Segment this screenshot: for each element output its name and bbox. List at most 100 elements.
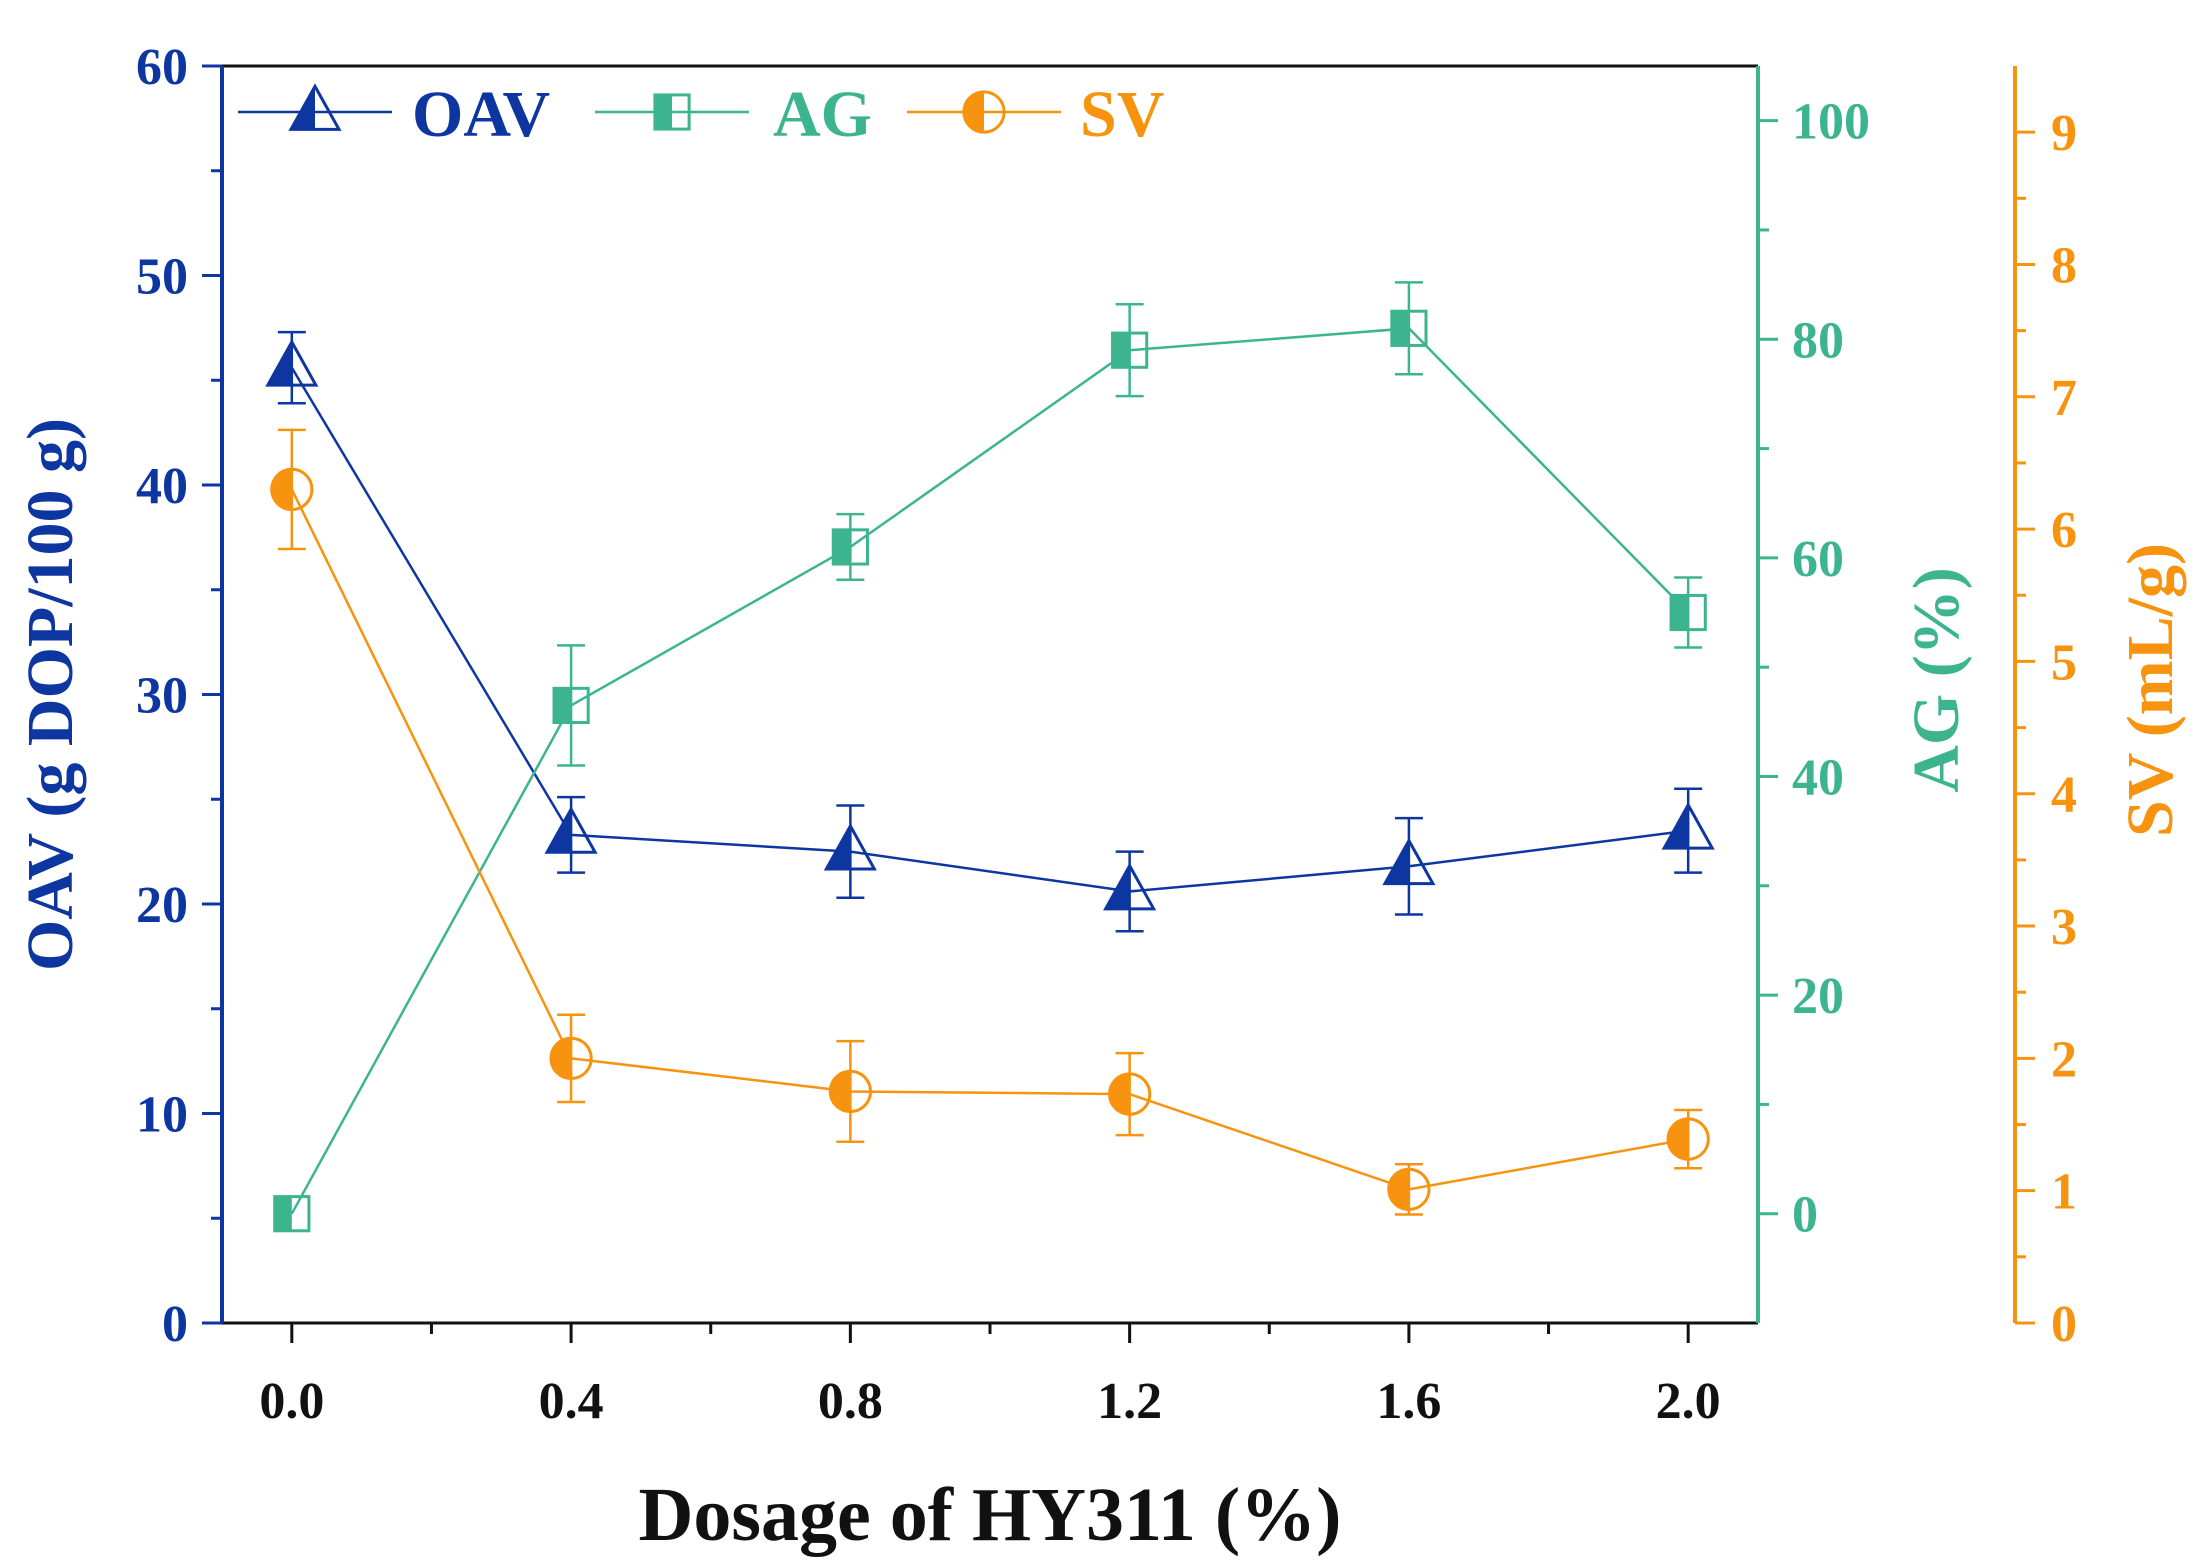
x-axis-title: Dosage of HY311 (%) bbox=[639, 1473, 1342, 1557]
marker-fill bbox=[271, 469, 292, 510]
marker-fill bbox=[1671, 595, 1689, 630]
marker-outline bbox=[823, 822, 877, 871]
legend-label: AG bbox=[773, 78, 872, 151]
oav-data-point bbox=[1103, 862, 1157, 911]
left-tick-label: 50 bbox=[136, 249, 188, 306]
marker-fill bbox=[1388, 1169, 1409, 1210]
ag-data-point bbox=[1390, 309, 1428, 347]
marker-outline bbox=[288, 83, 342, 131]
x-tick-label: 0.0 bbox=[259, 1373, 324, 1430]
sv-tick-label: 0 bbox=[2051, 1296, 2077, 1353]
ag-tick-label: 0 bbox=[1792, 1187, 1818, 1244]
ag-data-point bbox=[552, 686, 590, 725]
marker-fill bbox=[1112, 333, 1130, 368]
x-tick-label: 2.0 bbox=[1656, 1373, 1721, 1430]
legend-label: SV bbox=[1080, 78, 1164, 151]
marker-outline bbox=[962, 90, 1006, 134]
ag-data-point bbox=[273, 1195, 311, 1233]
marker-fill bbox=[963, 91, 984, 133]
sv-data-point bbox=[270, 467, 314, 512]
sv-series-line bbox=[290, 488, 1689, 1191]
x-tick-label: 1.2 bbox=[1097, 1373, 1162, 1430]
ag-data-point bbox=[1111, 331, 1149, 369]
marker-fill bbox=[553, 688, 572, 723]
sv-axis-title: SV (mL/g) bbox=[2114, 543, 2187, 837]
ag-axis-title: AG (%) bbox=[1900, 567, 1973, 792]
legend: OAV AG SV bbox=[238, 78, 1164, 151]
marker-fill bbox=[833, 529, 851, 565]
marker-outline bbox=[1669, 593, 1707, 632]
legend-marker-oav bbox=[288, 83, 342, 131]
oav-data-point bbox=[544, 806, 598, 854]
oav-data-point bbox=[1661, 801, 1715, 850]
marker-fill bbox=[1109, 1073, 1130, 1115]
marker-fill bbox=[274, 1196, 292, 1231]
marker-fill bbox=[1391, 311, 1409, 346]
ag-series-line bbox=[290, 327, 1690, 1215]
marker-outline bbox=[265, 338, 319, 387]
left-tick-label: 30 bbox=[136, 668, 188, 725]
x-tick-label: 0.4 bbox=[539, 1373, 604, 1430]
legend-entry-ag: AG bbox=[595, 78, 872, 151]
legend-entry-sv: SV bbox=[907, 78, 1164, 151]
marker-outline bbox=[1382, 837, 1436, 886]
marker-outline bbox=[1111, 331, 1149, 369]
marker-outline bbox=[273, 1195, 311, 1233]
marker-outline bbox=[544, 806, 598, 854]
left-axis-title: OAV (g DOP/100 g) bbox=[14, 418, 87, 971]
marker-outline bbox=[270, 467, 314, 512]
left-tick-label: 20 bbox=[136, 877, 188, 934]
left-tick-label: 40 bbox=[136, 458, 188, 515]
marker-outline bbox=[1666, 1117, 1710, 1161]
marker-outline bbox=[653, 93, 691, 131]
marker-outline bbox=[552, 686, 590, 725]
ag-tick-label: 40 bbox=[1792, 749, 1844, 806]
oav-data-point bbox=[1382, 837, 1436, 886]
marker-outline bbox=[1390, 309, 1428, 347]
x-tick-label: 0.8 bbox=[818, 1373, 883, 1430]
sv-tick-label: 9 bbox=[2051, 105, 2077, 162]
legend-entry-oav: OAV bbox=[238, 78, 550, 151]
oav-data-point bbox=[823, 822, 877, 871]
marker-fill bbox=[550, 1038, 572, 1079]
sv-tick-label: 1 bbox=[2051, 1164, 2077, 1221]
marker-outline bbox=[1387, 1167, 1431, 1212]
sv-data-point bbox=[1107, 1072, 1152, 1116]
sv-tick-label: 7 bbox=[2051, 370, 2077, 427]
sv-tick-label: 5 bbox=[2051, 634, 2077, 691]
ag-tick-label: 80 bbox=[1792, 312, 1844, 369]
left-tick-label: 10 bbox=[136, 1087, 188, 1144]
ag-data-point bbox=[831, 528, 869, 566]
x-tick-label: 1.6 bbox=[1376, 1373, 1441, 1430]
ag-tick-label: 100 bbox=[1792, 94, 1870, 151]
oav-data-point bbox=[265, 338, 319, 387]
sv-data-point bbox=[549, 1036, 593, 1081]
legend-marker-ag bbox=[653, 93, 691, 131]
marker-outline bbox=[1103, 862, 1157, 911]
sv-tick-label: 8 bbox=[2051, 237, 2077, 294]
marker-fill bbox=[654, 94, 672, 130]
sv-tick-label: 2 bbox=[2051, 1031, 2077, 1088]
ag-error-bar bbox=[836, 512, 865, 581]
legend-label: OAV bbox=[412, 78, 550, 151]
error-bars-layer bbox=[277, 281, 1703, 1216]
left-tick-label: 60 bbox=[136, 39, 188, 96]
series-lines-layer bbox=[290, 327, 1690, 1215]
marker-outline bbox=[831, 528, 869, 566]
marker-outline bbox=[1661, 801, 1715, 850]
sv-data-point bbox=[828, 1069, 873, 1114]
ag-tick-label: 60 bbox=[1792, 531, 1844, 588]
marker-fill bbox=[1668, 1118, 1689, 1160]
oav-series-line bbox=[290, 367, 1689, 893]
sv-tick-label: 4 bbox=[2051, 767, 2077, 824]
marker-fill bbox=[830, 1071, 851, 1112]
sv-tick-label: 3 bbox=[2051, 899, 2077, 956]
sv-data-point bbox=[1387, 1167, 1431, 1212]
legend-marker-sv bbox=[962, 90, 1006, 134]
sv-tick-label: 6 bbox=[2051, 502, 2077, 559]
marker-outline bbox=[549, 1036, 593, 1081]
ag-tick-label: 20 bbox=[1792, 968, 1844, 1025]
left-tick-label: 0 bbox=[162, 1296, 188, 1353]
